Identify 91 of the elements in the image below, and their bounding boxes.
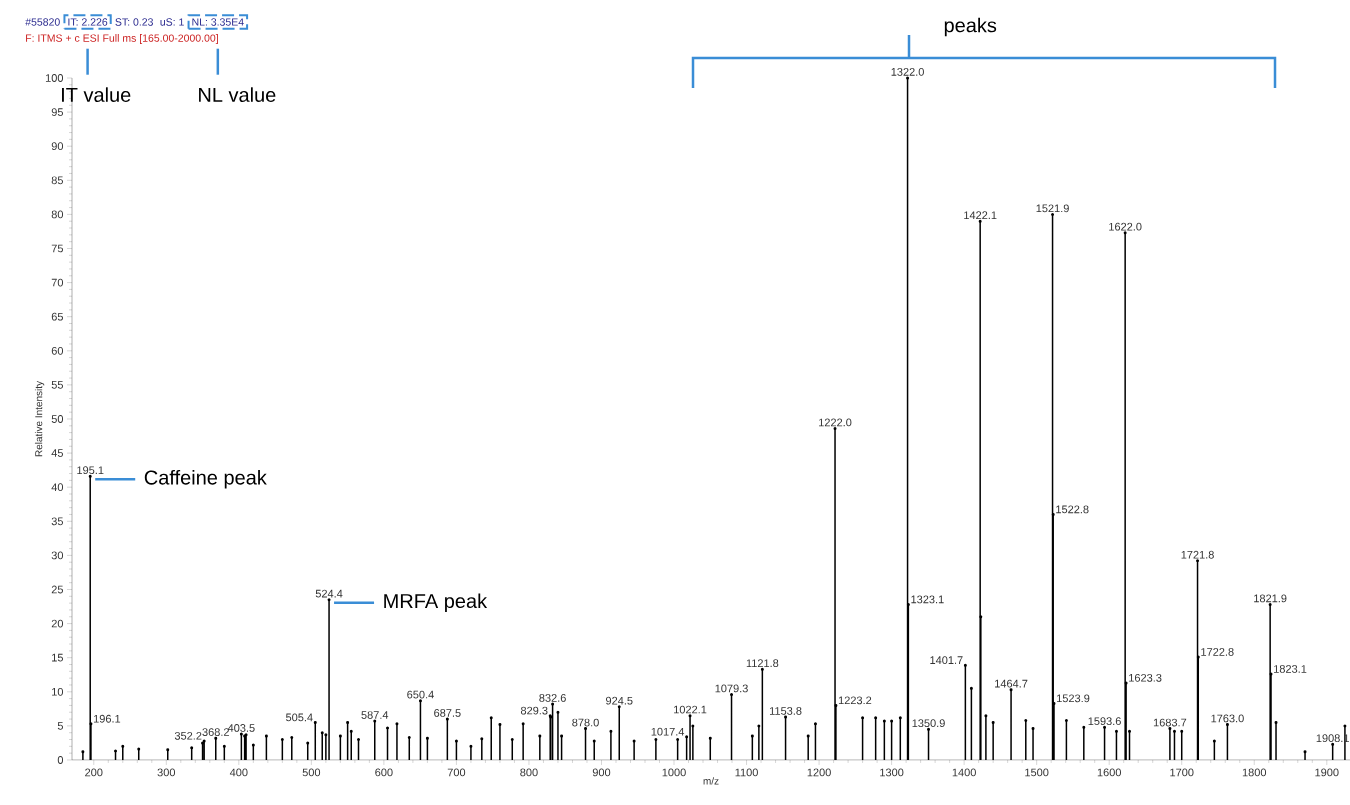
y-tick-label: 55 xyxy=(51,381,63,389)
annotation: 1622.0 xyxy=(1109,222,1142,231)
y-tick-label: 90 xyxy=(51,142,64,151)
y-tick-label: 5 xyxy=(57,722,63,730)
annotation: 1763.0 xyxy=(1211,714,1244,723)
text: IT: 2.226 xyxy=(68,18,108,26)
x-tick-label: 600 xyxy=(375,768,393,777)
x-tick-label: 1800 xyxy=(1242,768,1267,777)
annotation: 352.2 xyxy=(174,731,202,740)
annotation: 1153.8 xyxy=(769,707,802,715)
annotation: 1464.7 xyxy=(995,679,1028,688)
x-tick-label: 900 xyxy=(592,768,611,777)
y-tick-label: 35 xyxy=(51,517,63,526)
y-tick-label: 95 xyxy=(51,108,63,116)
annotation: 403.5 xyxy=(227,724,255,732)
y-axis-title: Relative Intensity xyxy=(34,380,45,457)
annotation: 1623.3 xyxy=(1129,673,1162,682)
annotation: 650.4 xyxy=(407,690,434,699)
annotation: 1222.0 xyxy=(819,418,852,427)
y-tick-label: 60 xyxy=(51,346,64,355)
y-tick-label: 40 xyxy=(51,483,64,492)
x-tick-label: 1900 xyxy=(1315,768,1339,777)
annotation: 1521.9 xyxy=(1036,204,1069,213)
x-tick-label: 1600 xyxy=(1097,768,1121,777)
annotation: 368.2 xyxy=(202,728,229,736)
x-tick-label: 500 xyxy=(302,768,321,777)
text: uS: 1 xyxy=(160,18,184,26)
x-tick-label: 1000 xyxy=(662,768,686,777)
y-tick-label: 20 xyxy=(51,619,64,628)
x-tick-label: 200 xyxy=(85,768,103,777)
y-tick-label: 65 xyxy=(51,312,63,321)
annotation: 1722.8 xyxy=(1201,648,1234,656)
annotation: Caffeine peak xyxy=(144,469,267,489)
annotation: MRFA peak xyxy=(384,593,488,613)
annotation: 524.4 xyxy=(315,589,343,598)
annotation: 1017.4 xyxy=(651,727,685,736)
y-tick-label: 75 xyxy=(51,244,63,253)
y-tick-label: 50 xyxy=(51,415,64,423)
annotation: 1522.8 xyxy=(1056,505,1089,514)
y-tick-label: 0 xyxy=(57,756,64,764)
y-tick-label: 30 xyxy=(51,551,64,560)
x-tick-label: 1200 xyxy=(807,768,831,777)
text: NL: 3.35E4 xyxy=(192,18,244,26)
annotation: 1821.9 xyxy=(1254,594,1287,603)
annotation: IT value xyxy=(62,87,131,102)
annotation: 587.4 xyxy=(361,711,389,719)
x-tick-label: 1700 xyxy=(1170,768,1194,777)
y-tick-label: 25 xyxy=(51,585,63,594)
text: peaks xyxy=(944,17,997,37)
y-tick-label: 15 xyxy=(52,653,63,662)
annotation: 687.5 xyxy=(434,709,461,717)
annotation: 1823.1 xyxy=(1274,665,1307,673)
annotation: 1322.0 xyxy=(891,68,924,76)
x-tick-label: 700 xyxy=(447,768,466,777)
annotation: 196.1 xyxy=(93,714,121,723)
annotation: 1422.1 xyxy=(964,211,997,220)
x-tick-label: 1400 xyxy=(952,768,976,777)
x-axis-title: m/z xyxy=(703,777,719,785)
annotation: 1523.9 xyxy=(1057,694,1090,703)
x-tick-label: 1500 xyxy=(1025,768,1049,777)
annotation: 505.4 xyxy=(285,713,313,722)
text: ST: 0.23 xyxy=(115,18,153,26)
y-tick-label: 80 xyxy=(51,210,64,219)
annotation: 1683.7 xyxy=(1153,718,1187,727)
annotation: 1323.1 xyxy=(911,595,944,604)
annotation: 1593.6 xyxy=(1088,717,1121,726)
annotation: 1223.2 xyxy=(838,696,872,705)
annotation: NL value xyxy=(199,87,276,102)
text: F: ITMS + c ESI Full ms [165.00-2000.00] xyxy=(26,34,218,44)
y-tick-label: 10 xyxy=(52,687,64,696)
annotation: 1121.8 xyxy=(746,659,779,668)
annotation: 1401.7 xyxy=(930,656,963,664)
x-tick-label: 300 xyxy=(157,768,176,777)
annotation: 878.0 xyxy=(572,718,599,727)
text: #55820 xyxy=(25,18,60,26)
x-tick-label: 1300 xyxy=(880,768,904,777)
y-tick-label: 45 xyxy=(51,449,63,457)
y-tick-label: 85 xyxy=(51,176,63,185)
x-tick-label: 800 xyxy=(520,768,538,777)
annotation: 1079.3 xyxy=(715,684,748,693)
annotation: 829.3 xyxy=(520,706,548,715)
annotation: 1350.9 xyxy=(912,719,945,728)
annotation: 195.1 xyxy=(77,466,104,475)
annotation: 832.6 xyxy=(539,694,566,702)
x-tick-label: 1100 xyxy=(735,768,758,777)
annotation: 1022.1 xyxy=(674,705,707,714)
annotation: 924.5 xyxy=(606,696,633,705)
y-tick-label: 100 xyxy=(45,74,64,82)
annotation: 1721.8 xyxy=(1181,550,1214,559)
y-tick-label: 70 xyxy=(51,278,64,287)
x-tick-label: 400 xyxy=(229,768,248,777)
